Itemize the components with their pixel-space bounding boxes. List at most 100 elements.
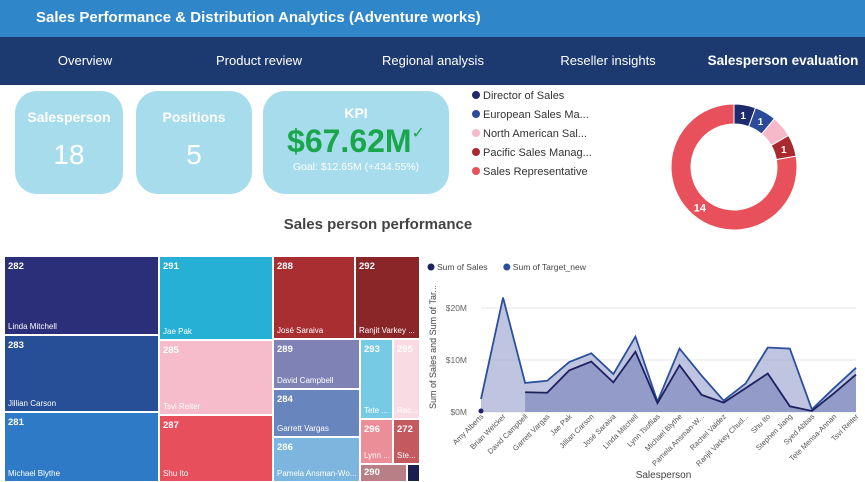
target-line[interactable] xyxy=(480,297,857,412)
treemap-tile-value: 291 xyxy=(163,261,179,272)
treemap-tile-label: Jillian Carson xyxy=(8,399,57,408)
treemap-tile-label: Tete ... xyxy=(364,406,389,415)
treemap-tile[interactable]: 296 Lynn ... xyxy=(360,419,393,464)
treemap-tile-label: Shu Ito xyxy=(163,469,189,478)
treemap-tile[interactable]: 272 Ste... xyxy=(393,419,420,464)
tab-overview[interactable]: Overview xyxy=(57,53,113,68)
treemap-tile-label: Linda Mitchell xyxy=(8,322,57,331)
treemap-tile-value: 281 xyxy=(8,417,24,428)
legend-marker xyxy=(472,110,480,119)
sales-line[interactable] xyxy=(525,349,857,412)
treemap-tile-value: 289 xyxy=(277,344,293,355)
treemap-tile-value: 282 xyxy=(8,261,24,272)
legend-item[interactable]: Pacific Sales Manag... xyxy=(472,147,592,159)
treemap-tile-value: 290 xyxy=(364,467,380,478)
treemap-tile-value: 284 xyxy=(277,394,293,405)
y-tick-label: $0M xyxy=(450,407,467,417)
legend-label[interactable]: Sum of Sales xyxy=(437,262,488,272)
donut-slice[interactable] xyxy=(670,103,798,231)
positions-card-value: 5 xyxy=(186,139,202,170)
treemap-tile-value: 296 xyxy=(364,424,380,435)
nav-bar: Overview Product review Regional analysi… xyxy=(0,37,865,85)
legend-marker xyxy=(472,91,480,100)
treemap-tile-value: 293 xyxy=(364,344,380,355)
dashboard-title: Sales Performance & Distribution Analyti… xyxy=(36,9,481,26)
tab-product-review[interactable]: Product review xyxy=(216,53,302,68)
treemap-tile-label: Michael Blythe xyxy=(8,469,61,478)
y-tick-label: $20M xyxy=(446,303,467,313)
treemap-tile[interactable]: 282 Linda Mitchell xyxy=(4,256,159,335)
treemap-tile-label: Tsvi Reiter xyxy=(163,402,201,411)
y-tick-label: $10M xyxy=(446,355,467,365)
legend-item[interactable]: European Sales Ma... xyxy=(472,109,589,121)
legend-marker xyxy=(472,167,480,176)
tab-regional-analysis[interactable]: Regional analysis xyxy=(382,53,484,68)
treemap-tile-label: David Campbell xyxy=(277,376,334,385)
positions-donut-chart: 14 1 1 1 xyxy=(670,103,798,231)
treemap-tile-label: Rac... xyxy=(397,406,418,415)
treemap-tile[interactable]: 291 Jae Pak xyxy=(159,256,273,340)
treemap-tile[interactable]: 293 Tete ... xyxy=(360,339,393,419)
treemap-tile-label: José Saraiva xyxy=(277,326,324,335)
treemap-tile[interactable]: 289 David Campbell xyxy=(273,339,360,389)
checkmark-icon: ✓ xyxy=(411,125,425,142)
donut-slice[interactable] xyxy=(770,134,797,161)
treemap-tile[interactable]: 287 Shu Ito xyxy=(159,415,273,482)
kpi-card-title: KPI xyxy=(344,105,368,121)
treemap-tile-value: 287 xyxy=(163,420,179,431)
treemap-tile-value: 295 xyxy=(397,344,413,355)
positions-card: Positions 5 xyxy=(136,91,252,194)
legend-item[interactable]: Director of Sales xyxy=(472,90,564,102)
treemap-tile-value: 272 xyxy=(397,424,413,435)
salesperson-card-value: 18 xyxy=(53,139,85,170)
x-axis-title: Salesperson xyxy=(636,470,692,481)
treemap-tile[interactable]: 286 Pamela Ansman-Wo... xyxy=(273,437,360,482)
treemap-tile[interactable]: 285 Tsvi Reiter xyxy=(159,340,273,415)
treemap-tile[interactable]: 295 Rac... xyxy=(393,339,420,419)
donut-data-label: 1 xyxy=(758,117,764,128)
section-title: Sales person performance xyxy=(283,216,473,233)
salesperson-card: Salesperson 18 xyxy=(15,91,123,194)
treemap-tile[interactable]: 281 Michael Blythe xyxy=(4,412,159,482)
treemap-tile-label: Ste... xyxy=(397,451,416,460)
legend-item[interactable]: Sales Representative xyxy=(472,166,588,178)
legend-marker xyxy=(472,148,480,157)
kpi-card-value: $67.62M✓ xyxy=(263,123,449,160)
treemap-tile-value: 285 xyxy=(163,345,179,356)
legend-label[interactable]: Sum of Target_new xyxy=(513,262,587,272)
legend-marker xyxy=(503,263,511,271)
sales-point[interactable] xyxy=(478,408,484,414)
treemap-tile[interactable]: 292 Ranjit Varkey ... xyxy=(355,256,420,339)
legend-label: North American Sal... xyxy=(483,128,587,140)
treemap-tile-value: 292 xyxy=(359,261,375,272)
treemap-tile-label: Lynn ... xyxy=(364,451,390,460)
legend-label: European Sales Ma... xyxy=(483,109,589,121)
legend-marker xyxy=(472,129,480,138)
donut-data-label: 14 xyxy=(694,203,707,215)
salesperson-treemap: 282 Linda Mitchell 283 Jillian Carson 281 Mic… xyxy=(4,256,420,482)
sales-target-area-chart: Sum of Sales Sum of Target_new $0M $10M $20M… xyxy=(427,262,861,481)
legend-marker xyxy=(427,263,435,271)
treemap-tile[interactable]: 284 Garrett Vargas xyxy=(273,389,360,437)
treemap-tile-label: Jae Pak xyxy=(163,327,192,336)
legend-item[interactable]: North American Sal... xyxy=(472,128,587,140)
kpi-card: KPI $67.62M✓ Goal: $12.65M (+434.55%) xyxy=(263,91,449,194)
sales-area xyxy=(525,351,856,412)
tab-salesperson-evaluation[interactable]: Salesperson evaluation xyxy=(707,53,859,68)
treemap-tile-value: 286 xyxy=(277,442,293,453)
legend-label: Director of Sales xyxy=(483,90,565,102)
treemap-tile[interactable]: 288 José Saraiva xyxy=(273,256,355,339)
legend-label: Pacific Sales Manag... xyxy=(483,147,592,159)
donut-data-label: 1 xyxy=(740,111,746,122)
legend-label: Sales Representative xyxy=(483,166,588,178)
donut-data-label: 1 xyxy=(781,145,787,156)
treemap-tile[interactable] xyxy=(407,464,420,482)
chart-legend: Sum of Sales Sum of Target_new xyxy=(427,262,587,272)
tab-reseller-insights[interactable]: Reseller insights xyxy=(560,53,656,68)
treemap-tile[interactable]: 283 Jillian Carson xyxy=(4,335,159,412)
treemap-tile-value: 283 xyxy=(8,340,24,351)
salesperson-card-title: Salesperson xyxy=(27,109,111,125)
treemap-tile[interactable]: 290 xyxy=(360,464,407,482)
treemap-tile-value: 288 xyxy=(277,261,293,272)
treemap-tile-label: Pamela Ansman-Wo... xyxy=(277,469,357,478)
